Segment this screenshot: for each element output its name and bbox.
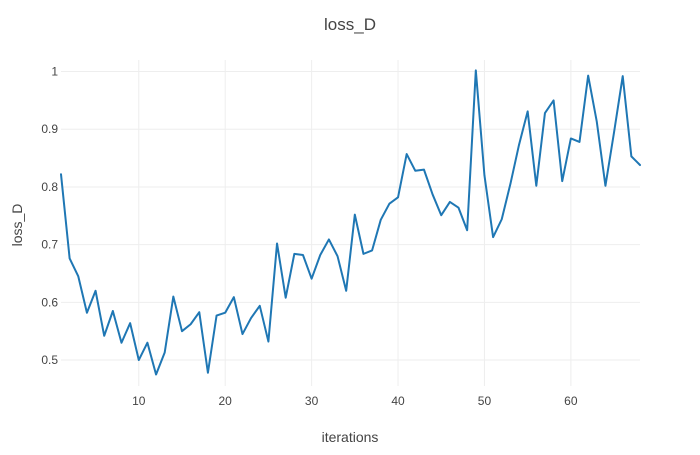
data-point [414, 170, 416, 172]
y-tick-label: 1 [51, 65, 58, 79]
data-point [406, 153, 408, 155]
data-point [138, 359, 140, 361]
data-point [172, 296, 174, 298]
tick-labels: 0.5 0.6 0.7 0.8 0.9 1 10 20 30 40 50 60 [41, 65, 578, 408]
data-point [224, 312, 226, 314]
data-point [570, 137, 572, 139]
series-line [60, 69, 641, 376]
data-point [397, 196, 399, 198]
data-point [241, 333, 243, 335]
x-tick-label: 30 [305, 394, 319, 408]
data-point [579, 141, 581, 143]
data-point [475, 69, 477, 71]
data-point [596, 121, 598, 123]
data-point [544, 112, 546, 114]
data-point [553, 99, 555, 101]
data-point [216, 315, 218, 317]
data-point [458, 207, 460, 209]
data-point [77, 275, 79, 277]
x-tick-label: 50 [478, 394, 492, 408]
data-point [120, 342, 122, 344]
data-point [466, 229, 468, 231]
y-tick-label: 0.6 [41, 295, 58, 309]
data-point [285, 297, 287, 299]
data-point [501, 218, 503, 220]
data-point [259, 305, 261, 307]
gridlines [61, 60, 640, 386]
y-tick-label: 0.7 [41, 238, 58, 252]
x-tick-label: 10 [132, 394, 146, 408]
data-point [233, 296, 235, 298]
data-point [86, 312, 88, 314]
data-point [181, 330, 183, 332]
data-point [112, 310, 114, 312]
data-point [311, 278, 313, 280]
data-point [561, 180, 563, 182]
data-point [302, 254, 304, 256]
chart-title: loss_D [324, 15, 376, 34]
data-point [587, 75, 589, 77]
data-point [483, 174, 485, 176]
data-point [129, 322, 131, 324]
data-point [276, 242, 278, 244]
data-point [354, 214, 356, 216]
data-point [492, 236, 494, 238]
data-point [527, 110, 529, 112]
data-point [345, 290, 347, 292]
data-point [622, 75, 624, 77]
x-tick-label: 60 [564, 394, 578, 408]
data-point [423, 169, 425, 171]
data-point [103, 335, 105, 337]
series-layer [60, 69, 641, 376]
y-tick-label: 0.8 [41, 180, 58, 194]
data-point [337, 255, 339, 257]
x-axis-title: iterations [322, 429, 379, 445]
data-point [630, 155, 632, 157]
data-point [518, 144, 520, 146]
data-point [639, 164, 641, 166]
data-point [440, 214, 442, 216]
data-point [509, 183, 511, 185]
data-point [388, 203, 390, 205]
data-point [371, 249, 373, 251]
data-point [535, 185, 537, 187]
data-point [293, 253, 295, 255]
data-point [60, 173, 62, 175]
data-point [155, 373, 157, 375]
x-tick-label: 40 [391, 394, 405, 408]
data-point [328, 238, 330, 240]
data-point [432, 193, 434, 195]
data-point [95, 290, 97, 292]
data-point [146, 342, 148, 344]
data-point [362, 253, 364, 255]
data-point [164, 352, 166, 354]
data-point [198, 311, 200, 313]
data-point [69, 257, 71, 259]
data-point [250, 317, 252, 319]
y-tick-label: 0.9 [41, 122, 58, 136]
data-point [207, 372, 209, 374]
y-tick-label: 0.5 [41, 353, 58, 367]
data-point [319, 254, 321, 256]
data-point [267, 341, 269, 343]
data-point [380, 219, 382, 221]
data-point [604, 185, 606, 187]
y-axis-title: loss_D [9, 204, 25, 247]
data-point [449, 201, 451, 203]
data-point [190, 323, 192, 325]
x-tick-label: 20 [219, 394, 233, 408]
data-point [613, 131, 615, 133]
